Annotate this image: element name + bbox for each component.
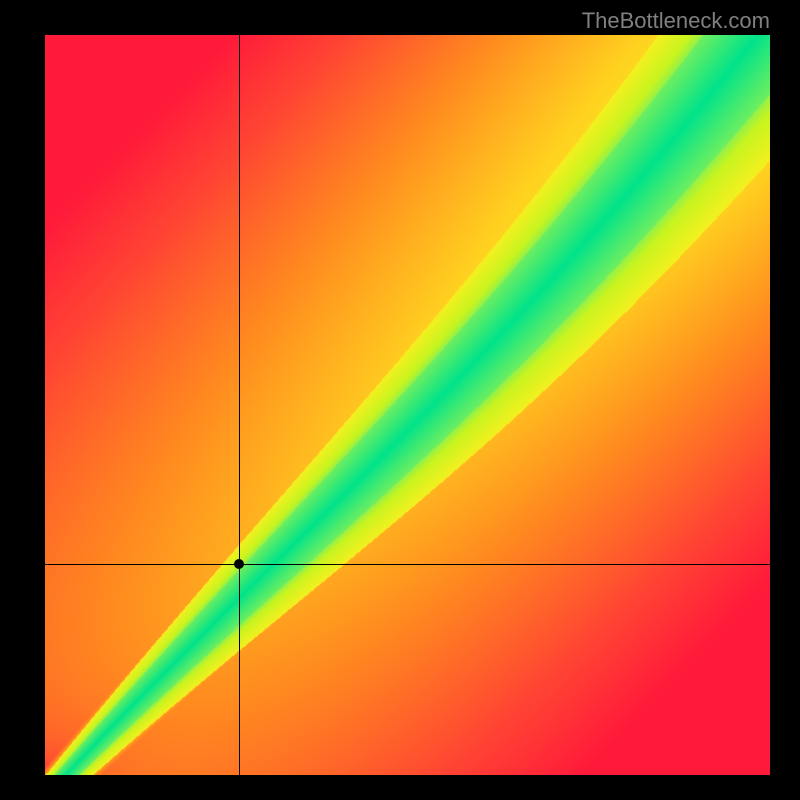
heatmap-canvas: [45, 35, 770, 775]
heatmap-plot: [45, 35, 770, 775]
watermark-text: TheBottleneck.com: [582, 8, 770, 34]
crosshair-horizontal: [45, 564, 770, 565]
crosshair-marker: [234, 559, 244, 569]
crosshair-vertical: [239, 35, 240, 775]
